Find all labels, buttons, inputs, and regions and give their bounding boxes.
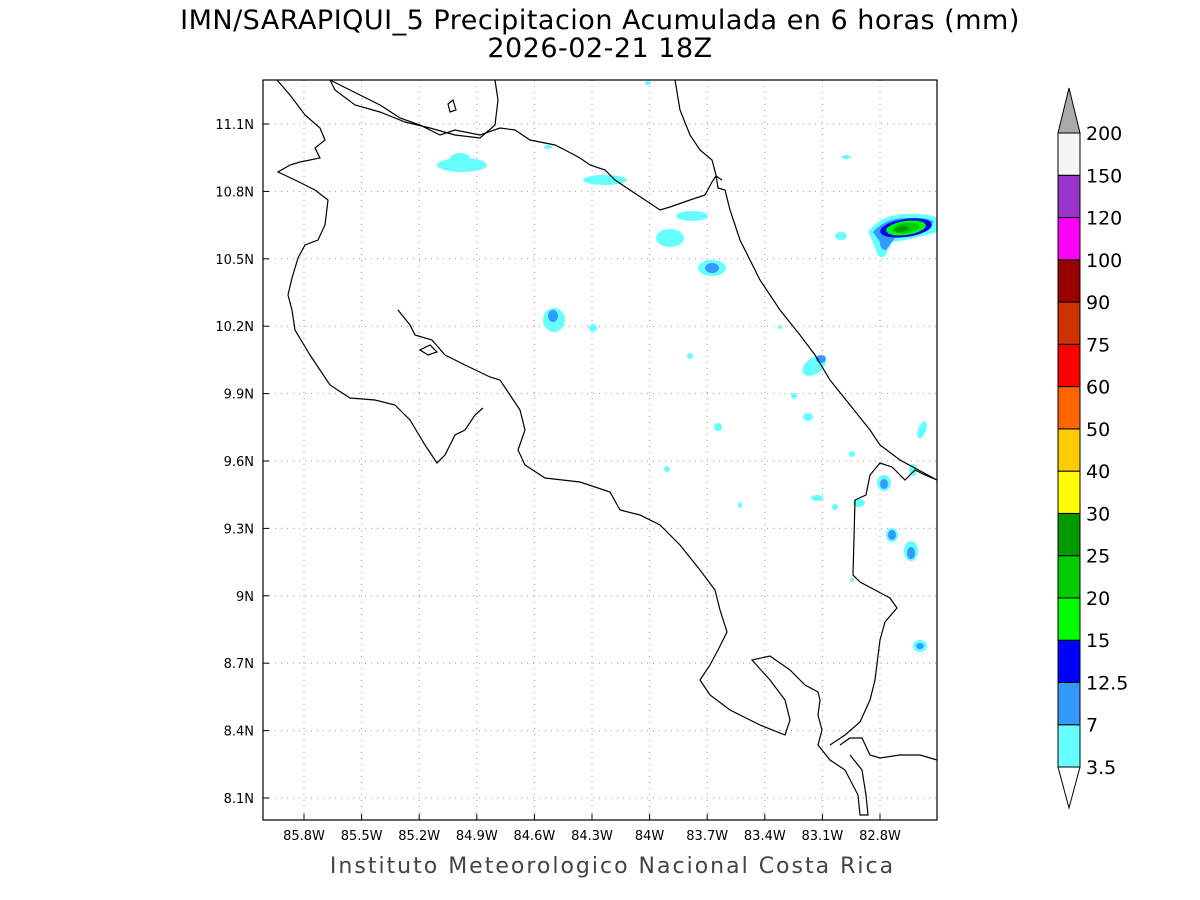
lat-tick-label: 9.3N — [224, 522, 254, 537]
grid-lines — [263, 80, 937, 820]
colorbar-swatch — [1057, 386, 1081, 430]
colorbar-swatch — [1057, 681, 1081, 726]
colorbar-label: 40 — [1086, 461, 1110, 483]
axis-ticks: 85.8W 85.5W 85.2W 84.9W 84.6W 84.3W 84W 83.7W 83… — [215, 118, 901, 844]
map-date: 2026-02-21 18Z — [487, 33, 713, 64]
lon-tick-label: 85.2W — [398, 829, 440, 844]
footer-credit: Instituto Meteorologico Nacional Costa R… — [329, 854, 896, 879]
lat-tick-label: 10.2N — [215, 320, 254, 335]
colorbar-swatch — [1057, 132, 1081, 176]
colorbar-swatch — [1057, 470, 1081, 514]
lat-tick-label: 8.4N — [224, 725, 254, 740]
colorbar-swatch — [1057, 512, 1081, 557]
colorbar-swatch — [1057, 343, 1081, 388]
colorbar-label: 30 — [1086, 503, 1110, 525]
colorbar-label: 20 — [1086, 588, 1110, 610]
lon-tick-label: 84W — [635, 829, 665, 844]
colorbar-label: 25 — [1086, 546, 1110, 568]
colorbar-label: 90 — [1086, 292, 1110, 314]
colorbar: 3.5 7 12.5 15 20 25 30 40 50 60 75 90 100 120 150 200 — [1057, 87, 1128, 810]
lat-tick-label: 9N — [236, 590, 254, 605]
colorbar-label: 7 — [1086, 715, 1098, 737]
map-title: IMN/SARAPIQUI_5 Precipitacion Acumulada … — [180, 5, 1020, 36]
lon-tick-label: 85.5W — [341, 829, 383, 844]
lon-tick-label: 82.8W — [859, 829, 901, 844]
lon-tick-label: 83.1W — [801, 829, 843, 844]
lon-tick-label: 84.6W — [513, 829, 555, 844]
lon-tick-label: 84.9W — [456, 829, 498, 844]
map-frame — [262, 79, 938, 821]
lat-tick-label: 11.1N — [215, 118, 254, 133]
colorbar-label: 50 — [1086, 419, 1110, 441]
colorbar-swatch — [1057, 597, 1081, 641]
lat-tick-label: 10.5N — [215, 253, 254, 268]
colorbar-label: 60 — [1086, 377, 1110, 399]
colorbar-under-triangle — [1057, 766, 1081, 810]
lat-tick-label: 10.8N — [215, 185, 254, 200]
lat-tick-label: 8.7N — [224, 657, 254, 672]
colorbar-label: 12.5 — [1086, 672, 1128, 694]
colorbar-swatch — [1057, 555, 1081, 599]
colorbar-swatch — [1057, 301, 1081, 345]
colorbar-swatch — [1057, 217, 1081, 261]
lat-tick-label: 9.6N — [224, 455, 254, 470]
colorbar-swatch — [1057, 639, 1081, 683]
colorbar-swatch — [1057, 428, 1081, 472]
colorbar-label: 15 — [1086, 630, 1110, 652]
precip-contours — [437, 81, 937, 652]
lat-tick-label: 8.1N — [224, 792, 254, 807]
colorbar-label: 3.5 — [1086, 757, 1116, 779]
colorbar-label: 75 — [1086, 334, 1110, 356]
colorbar-swatch — [1057, 724, 1081, 768]
colorbar-over-triangle — [1057, 87, 1081, 134]
colorbar-label: 100 — [1086, 250, 1122, 272]
colorbar-swatch — [1057, 174, 1081, 219]
colorbar-label: 200 — [1086, 123, 1122, 145]
lat-tick-label: 9.9N — [224, 388, 254, 403]
colorbar-label: 120 — [1086, 208, 1122, 230]
coastlines — [276, 79, 938, 816]
lon-tick-label: 83.4W — [744, 829, 786, 844]
lon-tick-label: 83.7W — [686, 829, 728, 844]
lon-tick-label: 84.3W — [571, 829, 613, 844]
colorbar-swatch — [1057, 259, 1081, 303]
lon-tick-label: 85.8W — [283, 829, 325, 844]
colorbar-label: 150 — [1086, 165, 1122, 187]
